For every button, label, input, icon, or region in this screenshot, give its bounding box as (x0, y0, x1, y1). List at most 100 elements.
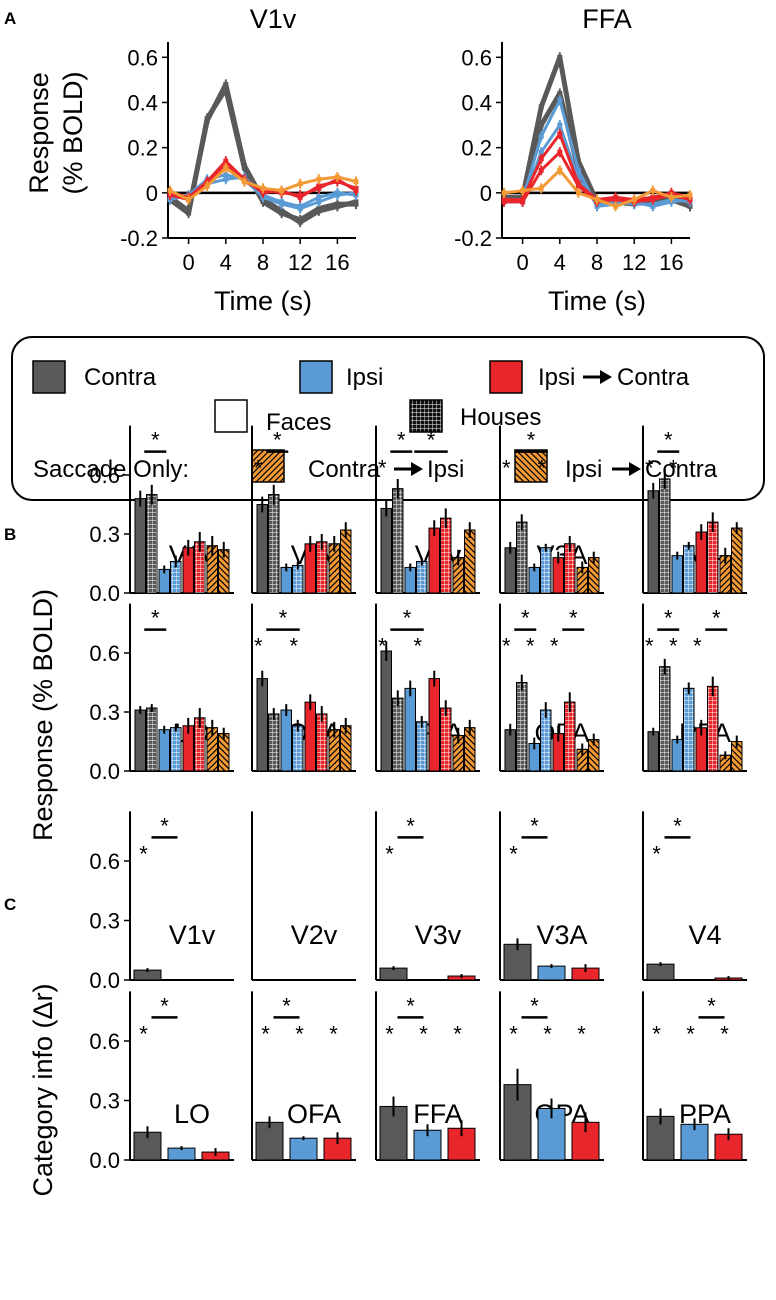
y-tick-label: 0 (480, 181, 492, 206)
data-point (279, 210, 285, 216)
significance-star: * (707, 993, 716, 1018)
significance-star: * (378, 634, 387, 659)
bar-pattern (464, 529, 476, 594)
significance-star: * (652, 841, 661, 866)
bar-pattern (440, 517, 452, 594)
data-point (501, 199, 507, 205)
bar-pattern (316, 713, 328, 772)
roi-plot: OFA** * * (251, 991, 356, 1161)
x-tick-label: 8 (257, 250, 269, 275)
data-point (501, 190, 507, 196)
y-tick-label: 0.0 (89, 759, 120, 784)
roi-plot: V2v (251, 811, 356, 981)
roi-plot: V2v** (251, 425, 356, 594)
data-point (557, 97, 563, 103)
data-point (631, 197, 637, 203)
timecourse-plot: FFA -0.2 0 0.2 0.4 0.6 0 4 8 12 16 Time (s) (454, 4, 693, 316)
y-tick-label: 0.3 (89, 1089, 120, 1114)
legend-label-saccade-only: Saccade Only: (33, 456, 189, 483)
bar-pattern (564, 701, 576, 772)
roi-plot: LO0.00.30.6* (89, 603, 234, 784)
data-point (557, 122, 563, 128)
bar (134, 709, 146, 772)
roi-plot: OPA**** (499, 991, 604, 1161)
data-point (538, 122, 544, 128)
significance-star: * (652, 1021, 661, 1046)
data-point (353, 188, 359, 194)
roi-plot: V3v*** (375, 425, 480, 594)
bar-pattern (146, 707, 158, 772)
bar-pattern (659, 666, 671, 772)
significance-star: * (669, 456, 678, 481)
significance-star: * (527, 428, 536, 453)
data-point (316, 199, 322, 205)
bar-pattern (683, 545, 695, 594)
bar-pattern (516, 521, 528, 594)
significance-star: * (254, 456, 263, 481)
roi-title: LO (174, 1099, 210, 1129)
y-tick-label: 0.3 (89, 522, 120, 547)
significance-star: * (502, 634, 511, 659)
bar-pattern (416, 721, 428, 772)
significance-star: * (406, 993, 415, 1018)
timecourse-plot: V1v -0.2 0 0.2 0.4 0.6 0 4 8 12 16 Time (s) (120, 4, 359, 316)
significance-star: * (385, 841, 394, 866)
legend-label-sacc-ic-suffix: Contra (645, 456, 718, 483)
bar (256, 678, 268, 772)
data-point (186, 210, 192, 216)
bar (256, 504, 268, 594)
data-point (297, 181, 303, 187)
data-point (316, 206, 322, 212)
roi-plot: FFA*** (375, 603, 480, 772)
data-point (520, 188, 526, 194)
significance-star: * (693, 634, 702, 659)
y-tick-label: 0 (146, 181, 158, 206)
data-point (538, 149, 544, 155)
significance-star: * (686, 1021, 695, 1046)
bar-pattern (707, 685, 719, 772)
y-tick-label: 0.6 (127, 45, 158, 70)
roi-plot: V3A** * (499, 425, 604, 594)
bar (380, 507, 392, 594)
data-point (204, 183, 210, 189)
bar-pattern (292, 564, 304, 594)
x-tick-label: 4 (554, 250, 566, 275)
data-point (594, 197, 600, 203)
bar (647, 731, 659, 772)
data-point (557, 90, 563, 96)
data-point (241, 165, 247, 171)
significance-star: * (509, 841, 518, 866)
roi-plot: PPA***** (642, 603, 747, 772)
data-point (223, 86, 229, 92)
y-tick-label: 0.6 (89, 1029, 120, 1054)
roi-title: V4 (688, 920, 721, 950)
data-point (316, 176, 322, 182)
data-point (575, 183, 581, 189)
legend-swatch-houses (409, 399, 443, 433)
data-point (297, 217, 303, 223)
y-tick-label: 0.3 (89, 700, 120, 725)
x-tick-label: 4 (220, 250, 232, 275)
data-point (353, 179, 359, 185)
data-point (334, 192, 340, 198)
legend-swatch-faces (214, 399, 248, 433)
y-tick-label: 0.0 (89, 1148, 120, 1173)
legend-label-sacc-ci-prefix: Contra (308, 456, 381, 483)
significance-star: * (160, 993, 169, 1018)
bar (158, 729, 170, 772)
significance-star: * (151, 428, 160, 453)
bar-pattern (292, 725, 304, 772)
legend-label-ipsi-contra-prefix: Ipsi (538, 364, 575, 391)
data-point (538, 156, 544, 162)
significance-star: * (254, 634, 263, 659)
bar (428, 678, 440, 772)
roi-title: FFA (413, 1099, 463, 1129)
data-point (650, 197, 656, 203)
roi-title: V3A (536, 920, 587, 950)
panel-label-a: A (4, 9, 16, 28)
data-point (316, 185, 322, 191)
significance-star: * (151, 606, 160, 631)
